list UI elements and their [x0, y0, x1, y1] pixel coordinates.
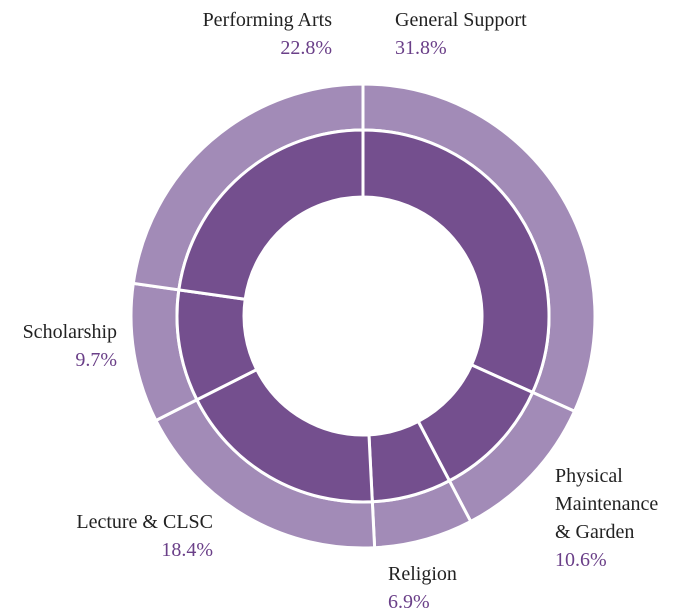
- value-label: 22.8%: [280, 37, 332, 59]
- segment-label: Lecture & CLSC 18.4%: [0, 508, 213, 564]
- segment-label: Scholarship 9.7%: [0, 318, 117, 374]
- category-name: Lecture & CLSC: [76, 511, 213, 533]
- category-name: Performing Arts: [202, 9, 332, 31]
- segment-label: Performing Arts 22.8%: [112, 6, 332, 62]
- inner-segment: [361, 128, 551, 395]
- value-label: 31.8%: [395, 37, 447, 59]
- category-name: Physical Maintenance & Garden: [555, 465, 659, 543]
- segment-label: General Support 31.8%: [395, 6, 595, 62]
- value-label: 18.4%: [161, 539, 213, 561]
- value-label: 10.6%: [555, 549, 607, 571]
- inner-segment: [177, 128, 365, 301]
- value-label: 9.7%: [75, 349, 117, 371]
- category-name: General Support: [395, 9, 527, 31]
- segment-label: Physical Maintenance & Garden 10.6%: [555, 462, 675, 574]
- category-name: Religion: [388, 563, 457, 585]
- category-name: Scholarship: [22, 321, 117, 343]
- value-label: 6.9%: [388, 591, 430, 611]
- segment-label: Religion 6.9%: [388, 560, 508, 611]
